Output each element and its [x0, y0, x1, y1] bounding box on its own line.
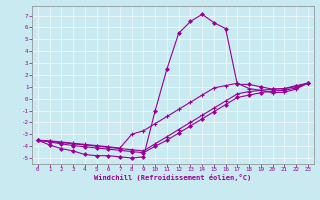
X-axis label: Windchill (Refroidissement éolien,°C): Windchill (Refroidissement éolien,°C): [94, 174, 252, 181]
